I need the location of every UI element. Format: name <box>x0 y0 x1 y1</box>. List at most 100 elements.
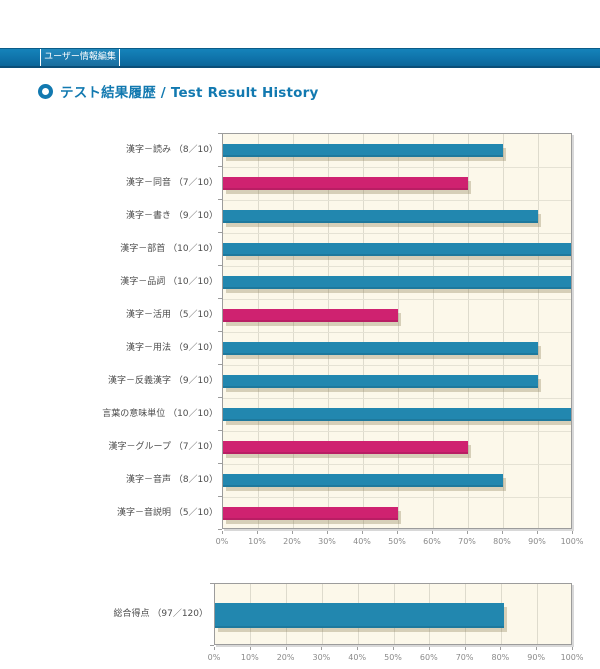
bar <box>223 408 571 421</box>
plot-area <box>223 134 571 528</box>
x-axis-tick <box>572 531 573 534</box>
y-axis-tick <box>218 265 222 266</box>
x-axis-tick-label: 80% <box>491 653 510 662</box>
x-axis-tick <box>249 647 251 650</box>
x-axis-tick <box>397 531 398 534</box>
x-axis-tick-label: 90% <box>528 537 546 546</box>
vertical-gridline <box>536 584 538 644</box>
x-axis-tick-label: 20% <box>276 653 295 662</box>
y-axis-tick <box>218 496 222 497</box>
y-axis-tick <box>218 331 222 332</box>
category-label: 漢字－部首 （10／10） <box>120 243 218 254</box>
nav-tab-label: ユーザー情報編集 <box>44 52 116 62</box>
x-axis-tick-label: 100% <box>560 537 584 546</box>
bar <box>223 210 538 223</box>
vertical-gridline <box>502 134 504 528</box>
category-label: 漢字－活用 （5／10） <box>125 309 218 320</box>
y-axis-tick <box>218 199 222 200</box>
y-axis-tick <box>218 133 222 134</box>
y-axis-tick <box>218 397 222 398</box>
y-axis-tick <box>218 166 222 167</box>
nav-tab-user-info-edit[interactable]: ユーザー情報編集 <box>40 49 120 66</box>
x-axis-tick <box>285 647 287 650</box>
x-axis-tick-label: 80% <box>493 537 511 546</box>
category-label: 漢字－反義漢字 （9／10） <box>107 375 218 386</box>
x-axis-tick <box>214 647 215 650</box>
horizontal-gridline <box>223 463 571 465</box>
y-axis-tick <box>210 583 214 584</box>
x-axis-tick-label: 0% <box>215 537 229 546</box>
bar <box>223 309 398 322</box>
x-axis-tick <box>572 647 573 650</box>
bar <box>223 507 398 520</box>
x-axis-tick <box>467 531 468 534</box>
y-axis-tick <box>218 232 222 233</box>
plot-area <box>215 584 571 644</box>
y-axis-tick <box>210 645 214 646</box>
vertical-gridline <box>397 134 399 528</box>
x-axis-tick-label: 50% <box>388 537 406 546</box>
bar <box>223 441 468 454</box>
y-axis-tick <box>218 298 222 299</box>
x-axis-tick-label: 30% <box>318 537 336 546</box>
bar <box>223 474 503 487</box>
vertical-gridline <box>432 134 434 528</box>
x-axis-tick-label: 30% <box>312 653 331 662</box>
horizontal-gridline <box>223 496 571 498</box>
x-axis-tick <box>464 647 466 650</box>
page-header: テスト結果履歴 / Test Result History <box>38 82 319 101</box>
x-axis-tick-label: 20% <box>283 537 301 546</box>
bar <box>223 243 571 256</box>
vertical-gridline <box>257 134 259 528</box>
horizontal-gridline <box>223 265 571 267</box>
x-axis-tick <box>257 531 258 534</box>
top-navbar: ユーザー情報編集 <box>0 48 600 68</box>
x-axis-tick-label: 50% <box>384 653 402 662</box>
category-label: 漢字－音声 （8／10） <box>125 474 218 485</box>
x-axis-tick <box>292 531 293 534</box>
x-axis-tick <box>222 531 223 534</box>
circle-bullet-icon <box>38 83 53 99</box>
x-axis-tick <box>393 647 394 650</box>
vertical-gridline <box>327 134 329 528</box>
vertical-gridline <box>467 134 469 528</box>
y-axis-tick <box>218 430 222 431</box>
x-axis-tick-label: 60% <box>419 653 438 662</box>
y-axis-tick <box>218 364 222 365</box>
x-axis-tick <box>537 531 538 534</box>
horizontal-gridline <box>223 331 571 333</box>
bar <box>215 602 505 628</box>
vertical-gridline <box>362 134 364 528</box>
category-label: 漢字－同音 （7／10） <box>125 177 218 188</box>
x-axis-tick <box>428 647 430 650</box>
vertical-gridline <box>292 134 294 528</box>
x-axis-tick <box>362 531 363 534</box>
category-label: 言葉の意味単位 （10／10） <box>102 408 218 419</box>
bar <box>223 144 503 157</box>
x-axis-tick <box>536 647 538 650</box>
total-score-bar-chart <box>214 583 572 645</box>
category-label: 漢字－品詞 （10／10） <box>120 276 218 287</box>
bar <box>223 177 468 190</box>
category-label: 総合得点 （97／120） <box>113 609 209 619</box>
x-axis-tick-label: 90% <box>527 653 546 662</box>
bar <box>223 276 571 289</box>
page-title: テスト結果履歴 / Test Result History <box>60 85 319 101</box>
x-axis-tick-label: 70% <box>455 653 474 662</box>
x-axis-tick-label: 100% <box>560 653 584 662</box>
horizontal-gridline <box>223 397 571 399</box>
horizontal-gridline <box>223 430 571 432</box>
x-axis-tick-label: 10% <box>248 537 266 546</box>
x-axis-tick <box>357 647 359 650</box>
x-axis-tick <box>500 647 502 650</box>
x-axis-tick-label: 40% <box>348 653 367 662</box>
x-axis-tick-label: 60% <box>423 537 441 546</box>
horizontal-gridline <box>223 232 571 234</box>
x-axis-tick <box>502 531 503 534</box>
x-axis-tick <box>327 531 328 534</box>
horizontal-gridline <box>223 364 571 366</box>
x-axis-tick-label: 0% <box>207 653 221 662</box>
horizontal-gridline <box>223 199 571 201</box>
x-axis-tick-label: 40% <box>353 537 371 546</box>
x-axis-tick-label: 10% <box>240 653 259 662</box>
